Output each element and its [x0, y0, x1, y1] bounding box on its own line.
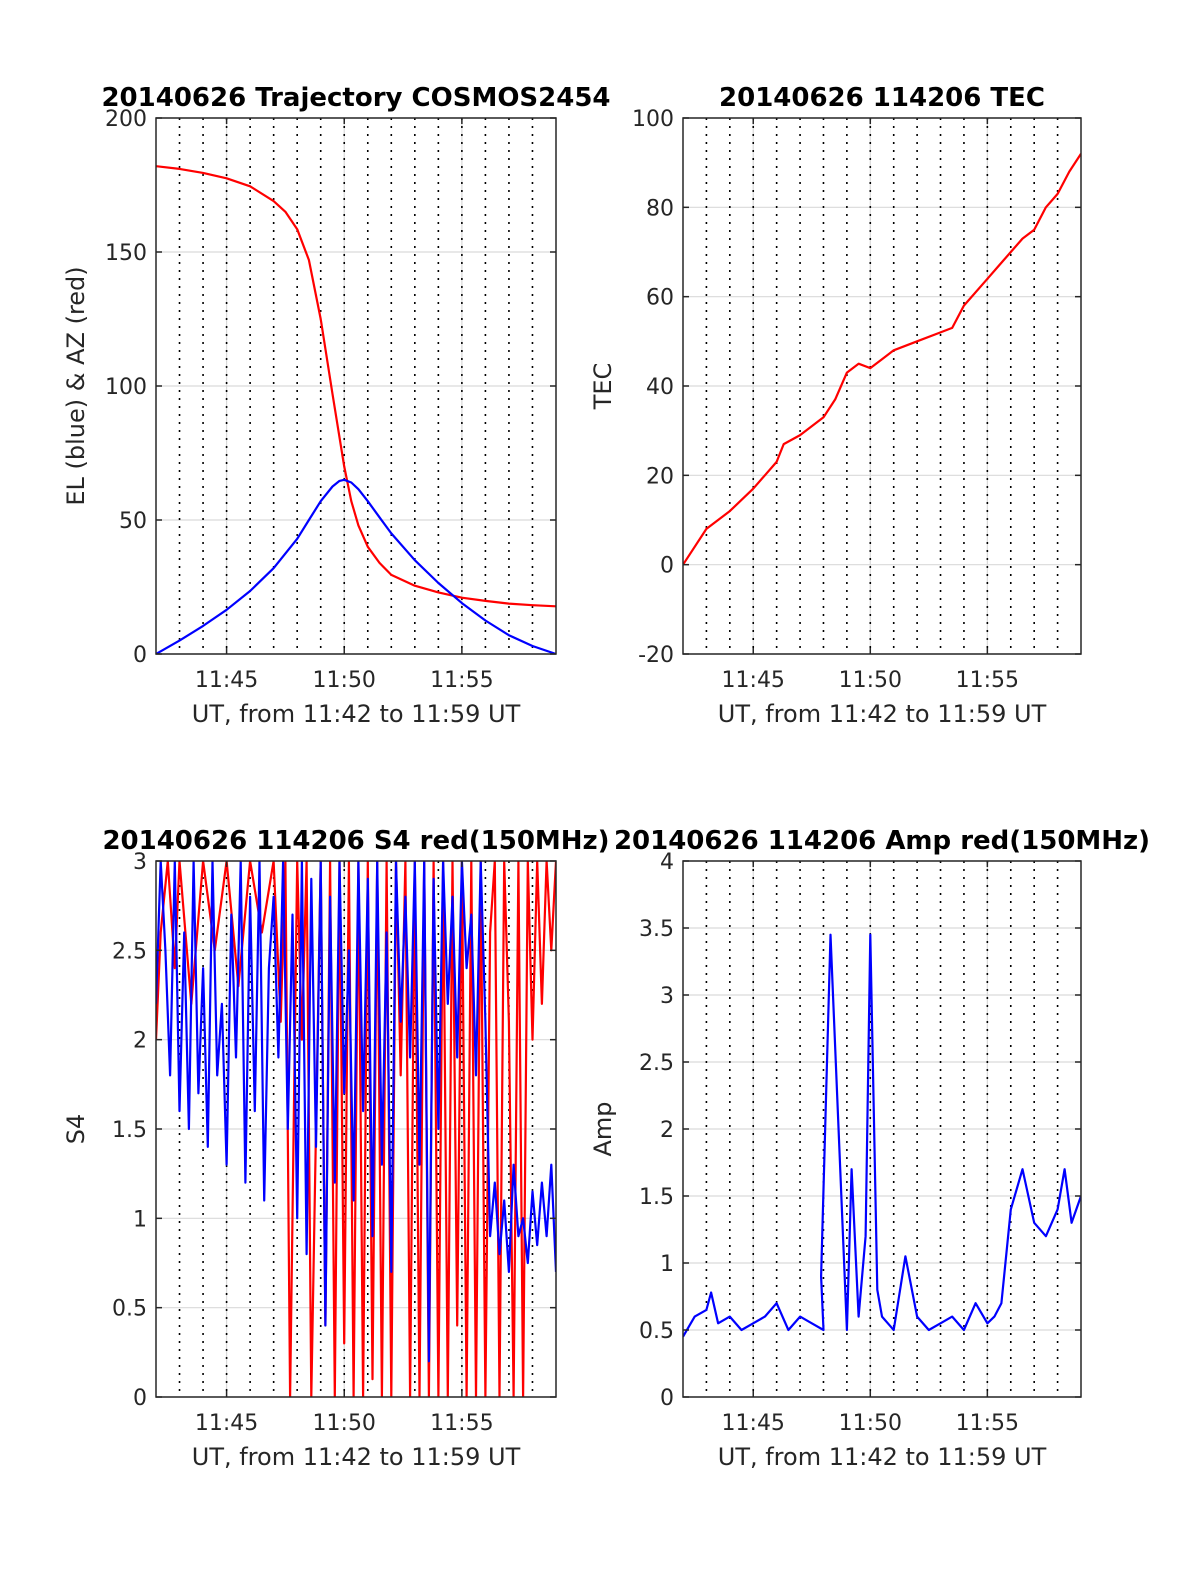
y-tick-label: 60 — [646, 286, 674, 311]
y-tick-label: 40 — [646, 375, 674, 400]
y-tick-label: 3 — [133, 850, 147, 875]
x-tick-label: 11:55 — [430, 1411, 493, 1436]
y-tick-label: 2.5 — [112, 939, 147, 964]
series-line-red — [156, 165, 556, 608]
y-tick-label: 50 — [119, 509, 147, 534]
x-axis-label: UT, from 11:42 to 11:59 UT — [192, 700, 521, 728]
chart-panel-2: 0 0.5 1 1.5 2 2.5 3 11:45 11:50 11:55 20140626 114… — [62, 826, 610, 1471]
chart-title: 20140626 114206 Amp red(150MHz) — [614, 826, 1150, 856]
y-tick-label: 80 — [646, 196, 674, 221]
series-line-red — [156, 861, 556, 1397]
chart-panel-3: 0 0.5 1 1.5 2 2.5 3 3.5 4 11:45 11:50 11:55 20140626… — [589, 826, 1150, 1471]
x-axis-label: UT, from 11:42 to 11:59 UT — [718, 700, 1047, 728]
y-tick-label: 0.5 — [112, 1297, 147, 1322]
y-tick-label: 1 — [660, 1252, 674, 1277]
y-tick-label: 1.5 — [112, 1118, 147, 1143]
y-tick-label: -20 — [638, 643, 674, 668]
y-axis-label: TEC — [589, 363, 617, 411]
chart-title: 20140626 114206 TEC — [719, 83, 1045, 113]
y-tick-label: 3.5 — [639, 917, 674, 942]
x-tick-label: 11:45 — [722, 1411, 785, 1436]
x-tick-label: 11:45 — [722, 668, 785, 693]
chart-title: 20140626 Trajectory COSMOS2454 — [101, 83, 610, 113]
y-axis-label: Amp — [589, 1101, 617, 1156]
x-tick-label: 11:50 — [313, 1411, 376, 1436]
y-tick-label: 200 — [105, 107, 147, 132]
series-line-blue — [156, 861, 556, 1363]
y-tick-label: 0 — [660, 1386, 674, 1411]
x-axis-label: UT, from 11:42 to 11:59 UT — [718, 1443, 1047, 1471]
y-axis-label: S4 — [62, 1114, 90, 1145]
y-tick-label: 0.5 — [639, 1319, 674, 1344]
y-tick-label: 150 — [105, 241, 147, 266]
series-line-blue — [683, 933, 1081, 1338]
x-tick-label: 11:50 — [839, 1411, 902, 1436]
x-tick-label: 11:55 — [956, 668, 1019, 693]
series-line-blue — [156, 478, 556, 654]
chart-panel-0: 0 50 100 150 200 11:45 11:50 11:55 20140626 Traj… — [62, 83, 611, 728]
x-tick-label: 11:45 — [195, 1411, 258, 1436]
y-tick-label: 100 — [632, 107, 674, 132]
y-tick-label: 4 — [660, 850, 674, 875]
y-tick-label: 1 — [133, 1207, 147, 1232]
chart-panel-1: -20 0 20 40 60 80 100 11:45 11:50 11:55 20140626 1… — [589, 83, 1082, 728]
chart-title: 20140626 114206 S4 red(150MHz) — [102, 826, 609, 856]
y-tick-label: 0 — [133, 643, 147, 668]
y-tick-label: 2 — [660, 1118, 674, 1143]
y-tick-label: 0 — [660, 554, 674, 579]
y-tick-label: 2 — [133, 1029, 147, 1054]
x-tick-label: 11:55 — [430, 668, 493, 693]
x-axis-label: UT, from 11:42 to 11:59 UT — [192, 1443, 521, 1471]
y-tick-label: 3 — [660, 984, 674, 1009]
y-tick-label: 0 — [133, 1386, 147, 1411]
y-tick-label: 2.5 — [639, 1051, 674, 1076]
x-tick-label: 11:50 — [313, 668, 376, 693]
y-tick-label: 100 — [105, 375, 147, 400]
y-axis-label: EL (blue) & AZ (red) — [62, 266, 90, 505]
series-line-red — [683, 153, 1081, 566]
x-tick-label: 11:45 — [195, 668, 258, 693]
x-tick-label: 11:55 — [956, 1411, 1019, 1436]
x-tick-label: 11:50 — [839, 668, 902, 693]
y-tick-label: 1.5 — [639, 1185, 674, 1210]
y-tick-label: 20 — [646, 464, 674, 489]
